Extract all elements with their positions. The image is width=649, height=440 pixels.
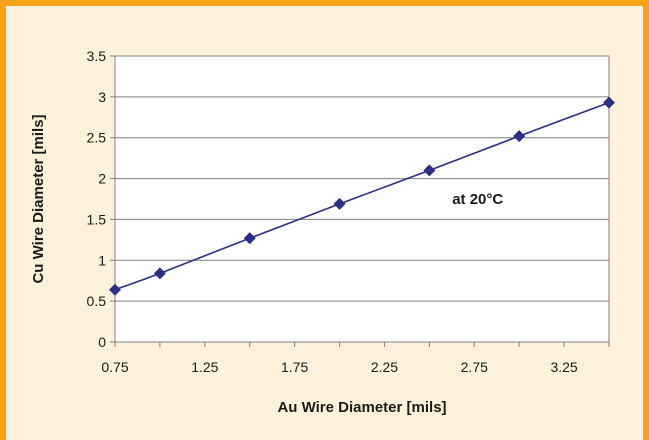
y-tick-label: 1.5 [87, 211, 107, 227]
data-point-marker [243, 232, 256, 245]
tick-labels: 0 0.5 1 1.5 2 2.5 3 3.5 0.75 1.25 1.75 2.25 2.75 3.25 [87, 48, 578, 375]
x-tick-label: 3.25 [550, 359, 577, 375]
y-tick-label: 3.5 [87, 48, 107, 64]
y-tick-label: 3 [98, 89, 106, 105]
temperature-annotation: at 20°C [452, 191, 503, 208]
y-tick-label: 2 [98, 171, 106, 187]
y-tick-label: 0 [98, 334, 106, 350]
y-tick-label: 1 [98, 252, 106, 268]
x-tick-label: 2.75 [461, 359, 488, 375]
x-tick-label: 2.25 [371, 359, 398, 375]
data-markers [109, 96, 615, 296]
data-point-marker [513, 130, 526, 143]
plot-area [114, 55, 610, 343]
data-point-marker [603, 96, 615, 109]
axes [110, 55, 610, 347]
x-axis-title: Au Wire Diameter [mils] [277, 399, 446, 416]
data-point-marker [333, 197, 346, 210]
y-axis-title: Cu Wire Diameter [mils] [30, 114, 47, 283]
x-tick-label: 1.25 [191, 359, 218, 375]
y-tick-label: 0.5 [87, 293, 107, 309]
gridlines [115, 96, 609, 302]
data-point-marker [153, 267, 166, 280]
x-tick-label: 0.75 [101, 359, 128, 375]
y-tick-label: 2.5 [87, 130, 107, 146]
data-point-marker [423, 164, 436, 177]
data-point-marker [109, 283, 121, 296]
x-tick-label: 1.75 [281, 359, 308, 375]
